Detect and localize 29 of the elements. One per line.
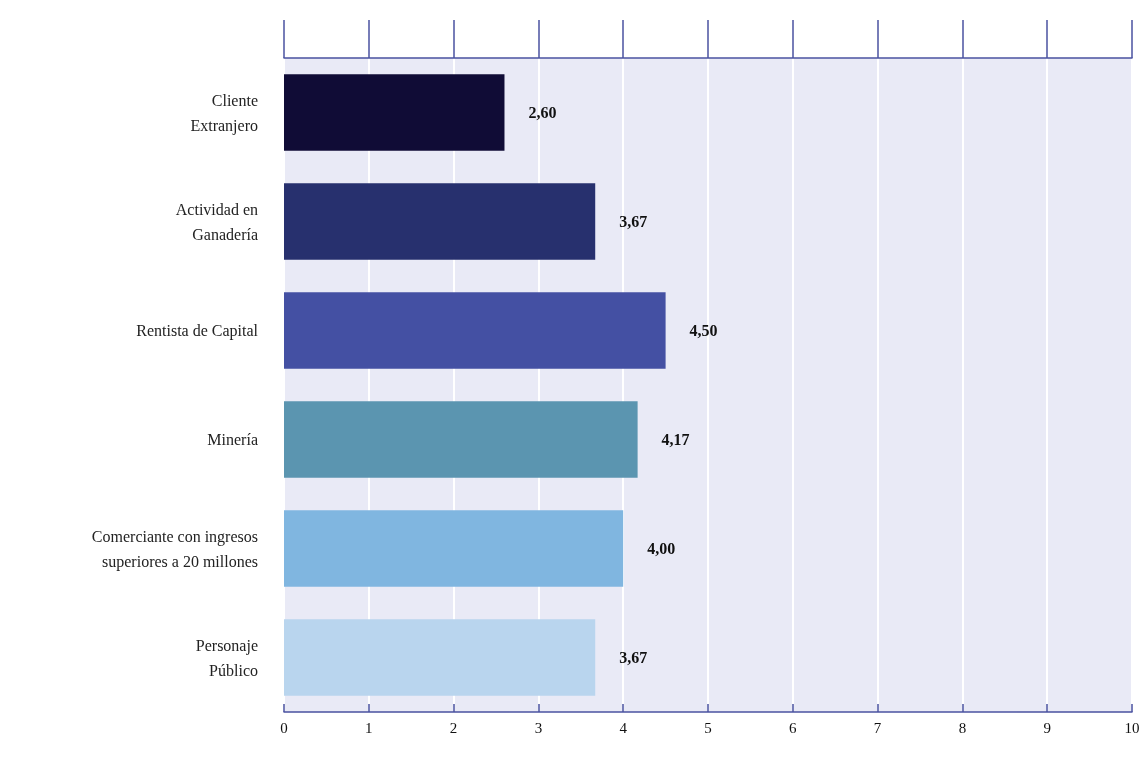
x-tick-label: 0 <box>280 719 288 736</box>
y-tick-label: Comerciante con ingresos superiores a 20 millones <box>91 527 258 571</box>
data-label: 3,67 <box>619 649 648 666</box>
x-tick-label: 1 <box>365 719 373 736</box>
data-label: 4,50 <box>689 322 718 339</box>
bar <box>284 619 596 696</box>
x-tick-label: 10 <box>1124 719 1140 736</box>
x-tick-label: 5 <box>704 719 712 736</box>
x-tick-label: 9 <box>1043 719 1051 736</box>
y-tick-label: Minería <box>207 431 258 448</box>
y-tick-label: Rentista de Capital <box>136 322 259 340</box>
data-label: 4,00 <box>647 540 676 557</box>
x-tick-label: 4 <box>619 719 628 736</box>
y-tick-label: Actividad en Ganadería <box>175 200 258 243</box>
data-label: 4,17 <box>661 431 690 448</box>
bar <box>284 401 638 478</box>
bar <box>284 183 596 260</box>
x-tick-label: 7 <box>873 719 882 736</box>
bar <box>284 74 505 151</box>
y-tick-label: Cliente Extranjero <box>190 91 258 135</box>
x-tick-label: 3 <box>534 719 543 736</box>
bar <box>284 510 624 587</box>
data-label: 3,67 <box>619 213 648 230</box>
x-tick-label: 8 <box>958 719 967 736</box>
bar <box>284 292 666 369</box>
y-tick-label: Personaje Público <box>195 636 258 679</box>
x-tick-label: 2 <box>449 719 458 736</box>
data-label: 2,60 <box>528 104 557 121</box>
x-tick-label: 6 <box>789 719 798 736</box>
